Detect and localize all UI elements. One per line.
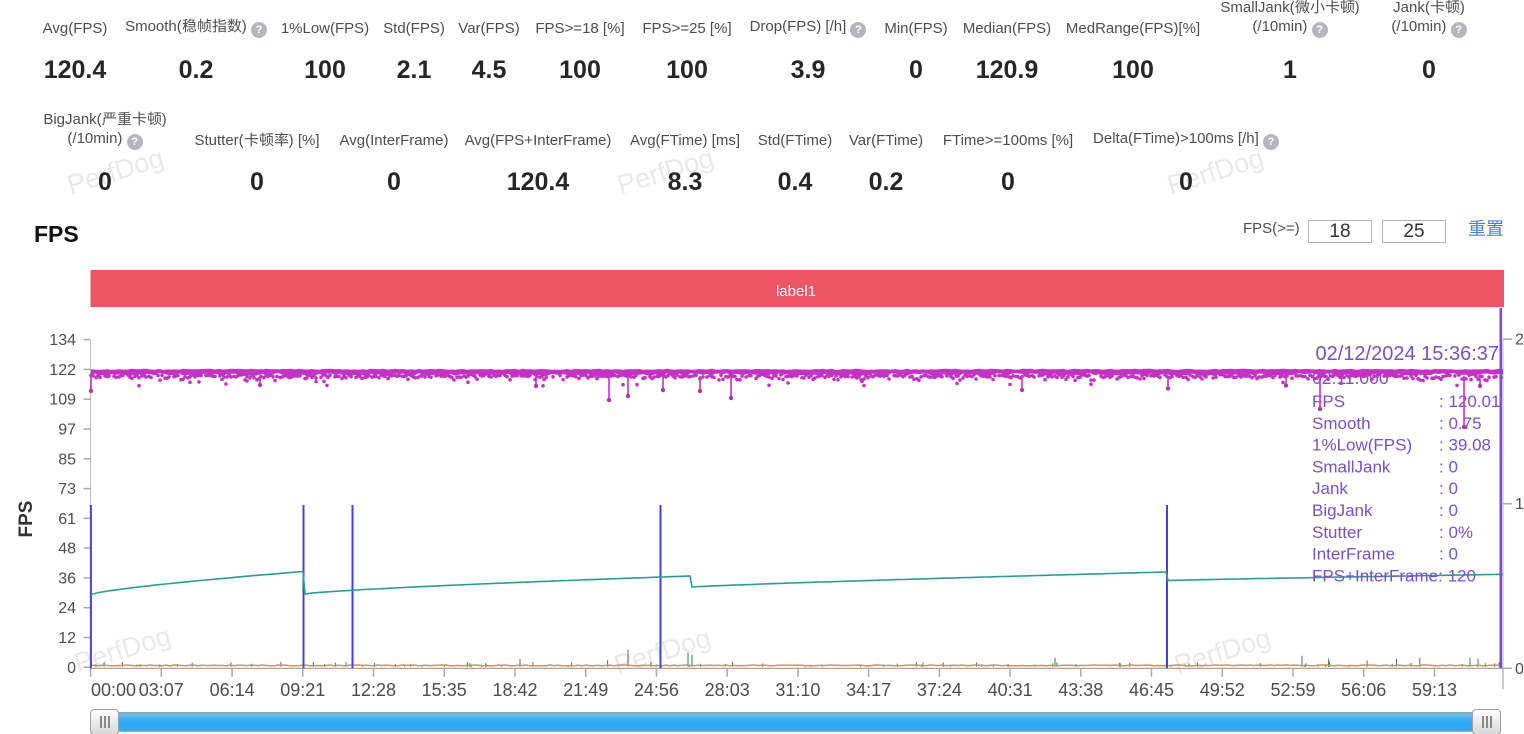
svg-text:0: 0 (1515, 661, 1524, 678)
svg-text:BigJank: BigJank (1312, 501, 1373, 520)
svg-text:46:45: 46:45 (1129, 680, 1174, 700)
svg-text:09:21: 09:21 (280, 680, 325, 700)
svg-text:21:49: 21:49 (563, 680, 608, 700)
svg-text:12: 12 (58, 630, 76, 647)
svg-text:12:28: 12:28 (351, 680, 396, 700)
svg-text:: 120.01: : 120.01 (1439, 392, 1500, 411)
svg-text:18:42: 18:42 (492, 680, 537, 700)
svg-text:85: 85 (58, 451, 76, 468)
svg-text:49:52: 49:52 (1200, 680, 1245, 700)
svg-text:: 0: : 0 (1439, 479, 1458, 498)
svg-text:: 39.08: : 39.08 (1439, 436, 1491, 455)
svg-text:: 0: : 0 (1439, 457, 1458, 476)
svg-text:PerfDog: PerfDog (611, 623, 715, 681)
svg-text:06:14: 06:14 (210, 680, 255, 700)
svg-text:43:38: 43:38 (1058, 680, 1103, 700)
svg-text:: 0.75: : 0.75 (1439, 414, 1482, 433)
svg-text:FPS: FPS (1312, 392, 1345, 411)
svg-text:: 0: : 0 (1439, 545, 1458, 564)
svg-text:0: 0 (67, 660, 76, 677)
svg-text:InterFrame: InterFrame (1312, 545, 1395, 564)
svg-text:Jank: Jank (1312, 479, 1348, 498)
svg-text:56:06: 56:06 (1341, 680, 1386, 700)
svg-text:02/12/2024 15:36:37: 02/12/2024 15:36:37 (1315, 343, 1499, 365)
svg-text:00:00: 00:00 (91, 680, 136, 700)
svg-text:59:13: 59:13 (1412, 680, 1457, 700)
svg-text:31:10: 31:10 (775, 680, 820, 700)
svg-text:Smooth: Smooth (1312, 414, 1371, 433)
svg-text:label1: label1 (776, 283, 816, 300)
svg-text:240: 240 (1515, 332, 1524, 349)
svg-text:40:31: 40:31 (988, 680, 1033, 700)
svg-text:FPS: FPS (16, 501, 37, 538)
svg-text:FPS+InterFrame: 120: FPS+InterFrame: 120 (1312, 566, 1476, 585)
svg-text:24: 24 (58, 600, 76, 617)
svg-text:52:59: 52:59 (1270, 680, 1315, 700)
svg-text:134: 134 (49, 332, 76, 349)
svg-text:28:03: 28:03 (705, 680, 750, 700)
svg-text:24:56: 24:56 (634, 680, 679, 700)
svg-text:15:35: 15:35 (422, 680, 467, 700)
svg-text:34:17: 34:17 (846, 680, 891, 700)
svg-text:73: 73 (58, 481, 76, 498)
svg-text:03:07: 03:07 (139, 680, 184, 700)
svg-text:37:24: 37:24 (917, 680, 962, 700)
svg-text:1%Low(FPS): 1%Low(FPS) (1312, 436, 1412, 455)
svg-text:109: 109 (49, 392, 76, 409)
svg-text:SmallJank: SmallJank (1312, 457, 1391, 476)
svg-text:Stutter: Stutter (1312, 523, 1362, 542)
svg-text:61: 61 (58, 511, 76, 528)
svg-text:PerfDog: PerfDog (71, 621, 175, 679)
svg-text:120: 120 (1515, 496, 1524, 513)
svg-text:: 0%: : 0% (1439, 523, 1473, 542)
svg-text:48: 48 (58, 541, 76, 558)
svg-text:: 0: : 0 (1439, 501, 1458, 520)
svg-text:97: 97 (58, 422, 76, 439)
svg-text:36: 36 (58, 570, 76, 587)
svg-text:122: 122 (49, 362, 76, 379)
